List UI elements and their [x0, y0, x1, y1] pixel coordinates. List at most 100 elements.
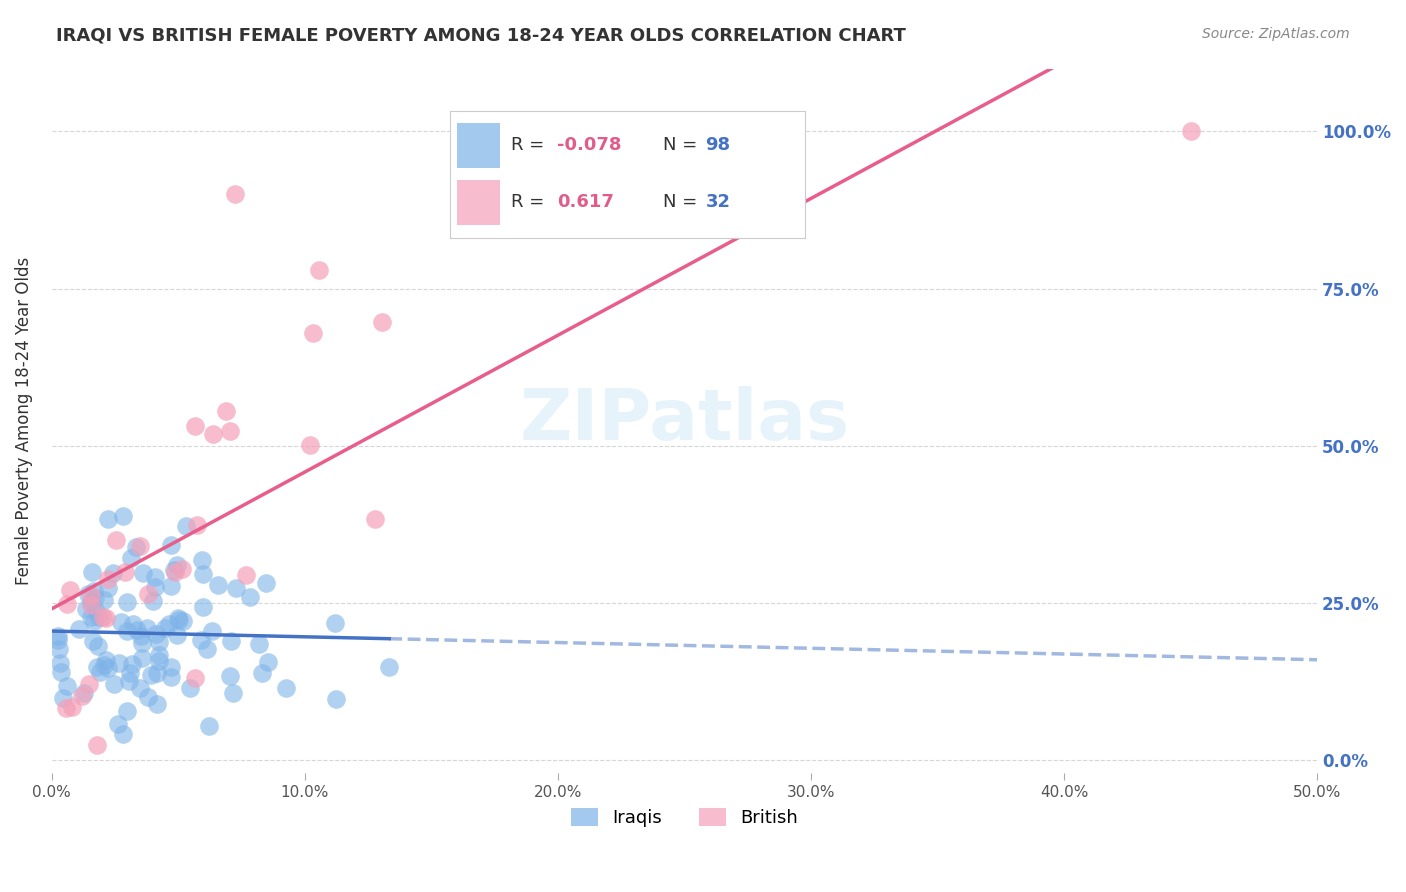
Iraqis — [174, 519, 197, 533]
Iraqis — [247, 637, 270, 651]
British — [97, 572, 120, 586]
Iraqis — [378, 660, 401, 674]
British — [364, 512, 387, 526]
Iraqis — [110, 615, 132, 629]
Iraqis — [97, 661, 120, 675]
Iraqis — [80, 566, 103, 580]
Iraqis — [117, 595, 139, 609]
British — [59, 582, 82, 597]
Iraqis — [97, 512, 120, 526]
Iraqis — [145, 627, 167, 641]
Iraqis — [207, 578, 229, 592]
Iraqis — [145, 580, 167, 594]
Iraqis — [112, 727, 135, 741]
British — [186, 518, 208, 533]
British — [55, 701, 77, 715]
Iraqis — [197, 719, 219, 733]
Iraqis — [148, 635, 170, 649]
British — [302, 326, 325, 340]
Iraqis — [129, 681, 152, 696]
Iraqis — [325, 692, 347, 706]
British — [371, 315, 394, 329]
British — [308, 262, 330, 277]
Iraqis — [87, 639, 110, 653]
Iraqis — [111, 509, 134, 524]
British — [94, 611, 117, 625]
Iraqis — [222, 686, 245, 700]
Iraqis — [96, 652, 118, 666]
Text: IRAQI VS BRITISH FEMALE POVERTY AMONG 18-24 YEAR OLDS CORRELATION CHART: IRAQI VS BRITISH FEMALE POVERTY AMONG 18… — [56, 27, 905, 45]
British — [55, 597, 77, 611]
Iraqis — [125, 623, 148, 637]
British — [235, 567, 257, 582]
Iraqis — [84, 604, 107, 618]
Iraqis — [67, 622, 90, 636]
British — [218, 424, 240, 438]
Iraqis — [80, 595, 103, 609]
British — [170, 562, 193, 576]
Text: ZIPatlas: ZIPatlas — [519, 386, 849, 455]
Iraqis — [193, 566, 215, 581]
British — [184, 419, 207, 434]
Iraqis — [166, 558, 188, 573]
Iraqis — [254, 576, 277, 591]
British — [202, 426, 225, 441]
Iraqis — [77, 586, 100, 600]
Iraqis — [136, 621, 159, 635]
Iraqis — [225, 581, 247, 595]
Iraqis — [49, 665, 72, 679]
Iraqis — [201, 624, 224, 638]
Iraqis — [118, 666, 141, 681]
Iraqis — [86, 659, 108, 673]
Iraqis — [103, 566, 125, 581]
British — [80, 599, 103, 613]
British — [224, 187, 246, 202]
Iraqis — [93, 657, 115, 672]
Iraqis — [89, 610, 111, 624]
Iraqis — [160, 670, 183, 684]
Iraqis — [167, 611, 190, 625]
Iraqis — [83, 584, 105, 599]
British — [128, 539, 150, 553]
Iraqis — [256, 655, 278, 669]
British — [80, 588, 103, 602]
Iraqis — [160, 660, 183, 674]
Iraqis — [155, 622, 177, 636]
Iraqis — [93, 593, 115, 607]
Iraqis — [218, 669, 240, 683]
British — [114, 565, 136, 579]
British — [70, 689, 93, 703]
Iraqis — [191, 552, 214, 566]
British — [77, 677, 100, 691]
Iraqis — [89, 665, 111, 679]
Iraqis — [146, 697, 169, 711]
Iraqis — [132, 566, 155, 581]
British — [298, 438, 321, 452]
Iraqis — [121, 657, 143, 671]
Iraqis — [252, 665, 274, 680]
Iraqis — [166, 628, 188, 642]
Iraqis — [145, 570, 167, 584]
Iraqis — [136, 690, 159, 704]
Iraqis — [107, 716, 129, 731]
Iraqis — [125, 541, 148, 555]
Iraqis — [148, 648, 170, 662]
Iraqis — [117, 624, 139, 639]
Iraqis — [131, 636, 153, 650]
Iraqis — [122, 617, 145, 632]
Iraqis — [157, 616, 180, 631]
British — [163, 565, 186, 579]
Iraqis — [73, 685, 96, 699]
Iraqis — [117, 704, 139, 718]
Iraqis — [107, 657, 129, 671]
Legend: Iraqis, British: Iraqis, British — [564, 800, 806, 834]
Iraqis — [148, 654, 170, 668]
Iraqis — [131, 651, 153, 665]
Iraqis — [52, 690, 75, 705]
Iraqis — [169, 613, 191, 627]
Iraqis — [46, 633, 69, 648]
Iraqis — [129, 629, 152, 643]
Iraqis — [160, 538, 183, 552]
Iraqis — [163, 563, 186, 577]
Iraqis — [75, 602, 97, 616]
